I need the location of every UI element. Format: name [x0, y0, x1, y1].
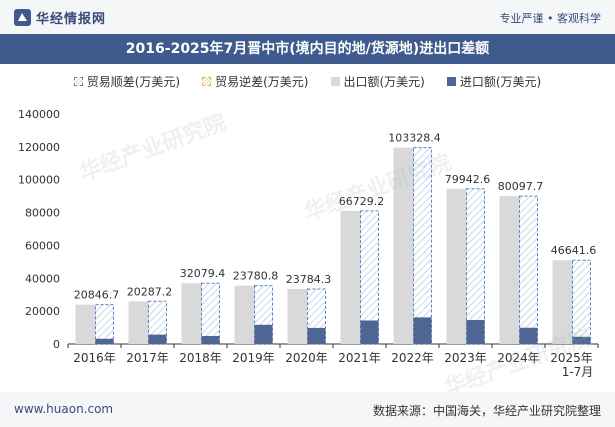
data-source: 数据来源：中国海关，华经产业研究院整理 — [372, 404, 601, 418]
deficit-swatch-icon — [202, 77, 212, 86]
x-tick-label: 2021年 — [338, 351, 381, 365]
bar-chart: 0 20000 40000 60000 80000 100000 120000 140000 2… — [18, 108, 599, 379]
legend-label-export: 出口额(万美元) — [343, 75, 425, 89]
import-bar — [148, 334, 167, 344]
data-label: 103328.4 — [388, 132, 441, 145]
surplus-bar — [572, 259, 591, 345]
tagline: 专业严谨 • 客观科学 — [499, 12, 601, 25]
legend-item-import[interactable]: 进口额(万美元) — [446, 73, 542, 90]
x-tick-label: 1-7月 — [562, 365, 594, 379]
x-tick-label: 2017年 — [126, 351, 169, 365]
data-label: 20287.2 — [127, 285, 173, 298]
legend: 贸易顺差(万美元) 贸易逆差(万美元) 出口额(万美元) 进口额(万美元) — [0, 73, 615, 90]
site-link[interactable]: www.huaon.com — [14, 402, 114, 416]
import-bar — [466, 320, 485, 344]
data-label: 20846.7 — [74, 289, 120, 302]
import-bar — [413, 317, 432, 344]
x-tick-label: 2020年 — [285, 351, 328, 365]
y-tick-label: 0 — [53, 338, 60, 351]
footer: www.huaon.com 数据来源：中国海关，华经产业研究院整理 — [0, 392, 615, 427]
x-tick-label: 2024年 — [497, 351, 540, 365]
x-tick-label: 2019年 — [232, 351, 275, 365]
import-bar — [201, 335, 220, 344]
y-tick-label: 120000 — [18, 141, 60, 154]
legend-item-surplus[interactable]: 贸易顺差(万美元) — [73, 73, 181, 90]
data-label: 46641.6 — [551, 244, 597, 257]
data-label: 23780.8 — [233, 270, 279, 283]
y-tick-label: 140000 — [18, 108, 60, 121]
x-tick-label: 2016年 — [73, 351, 116, 365]
y-tick-label: 20000 — [25, 305, 60, 318]
x-tick-label: 2018年 — [179, 351, 222, 365]
data-label: 66729.2 — [339, 195, 385, 208]
legend-label-import: 进口额(万美元) — [459, 75, 542, 89]
import-swatch-icon — [446, 77, 456, 86]
x-tick-label: 2022年 — [391, 351, 434, 365]
data-label: 79942.6 — [445, 173, 491, 186]
import-bar — [360, 320, 379, 344]
data-label: 23784.3 — [286, 273, 332, 286]
chart-title: 2016-2025年7月晋中市(境内目的地/货源地)进出口差额 — [125, 41, 490, 57]
y-tick-label: 100000 — [18, 174, 60, 187]
title-bar: 2016-2025年7月晋中市(境内目的地/货源地)进出口差额 — [0, 34, 615, 64]
import-bar — [572, 336, 591, 344]
legend-item-export[interactable]: 出口额(万美元) — [330, 73, 425, 90]
data-label: 32079.4 — [180, 267, 226, 280]
surplus-swatch-icon — [73, 77, 83, 86]
legend-label-deficit: 贸易逆差(万美元) — [215, 75, 309, 89]
data-label: 80097.7 — [498, 180, 544, 193]
x-tick-label: 2023年 — [444, 351, 487, 365]
legend-item-deficit[interactable]: 贸易逆差(万美元) — [202, 73, 309, 90]
surplus-bar — [201, 282, 220, 345]
surplus-bar — [413, 147, 432, 345]
x-tick-label: 2025年 — [550, 351, 593, 365]
y-tick-label: 80000 — [25, 207, 60, 220]
export-swatch-icon — [330, 77, 340, 86]
y-tick-label: 40000 — [25, 272, 60, 285]
brand[interactable]: 华经情报网 — [14, 8, 106, 27]
surplus-bar — [148, 300, 167, 345]
import-bar — [95, 338, 114, 344]
surplus-bar — [519, 195, 538, 345]
import-bar — [519, 327, 538, 344]
brand-name: 华经情报网 — [36, 12, 107, 27]
import-bar — [307, 327, 326, 344]
import-bar — [254, 324, 273, 344]
top-bar: 华经情报网 专业严谨 • 客观科学 — [0, 0, 615, 34]
y-tick-label: 60000 — [25, 239, 60, 252]
logo-icon — [14, 9, 31, 26]
surplus-bar — [95, 304, 114, 345]
legend-label-surplus: 贸易顺差(万美元) — [86, 75, 181, 89]
